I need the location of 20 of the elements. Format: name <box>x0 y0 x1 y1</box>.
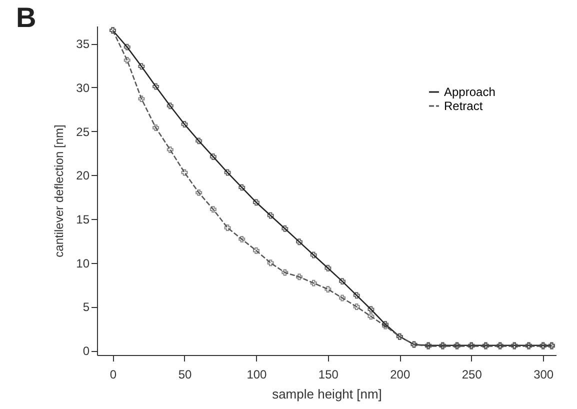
legend-label: Approach <box>444 85 496 99</box>
x-tick-label: 50 <box>178 368 192 382</box>
y-tick-label: 35 <box>76 37 90 52</box>
y-tick-label: 25 <box>76 124 90 139</box>
chart-title: B <box>16 2 36 34</box>
x-tick-label: 150 <box>318 368 339 382</box>
y-tick-label: 15 <box>76 212 90 227</box>
y-tick-label: 30 <box>76 80 90 95</box>
x-tick-label: 100 <box>246 368 268 382</box>
x-tick-label: 300 <box>534 368 554 382</box>
x-tick-label: 250 <box>462 368 482 382</box>
y-tick-label: 0 <box>82 344 90 358</box>
x-tick-label: 200 <box>390 368 410 382</box>
y-axis-title: cantilever deflection [nm] <box>52 124 66 258</box>
y-tick-label: 20 <box>76 168 90 183</box>
legend-label: Retract <box>444 99 484 113</box>
y-tick-label: 5 <box>82 300 90 314</box>
y-tick-label: 10 <box>76 256 90 270</box>
x-axis-title: sample height [nm] <box>272 386 382 402</box>
x-tick-label: 0 <box>110 368 117 382</box>
